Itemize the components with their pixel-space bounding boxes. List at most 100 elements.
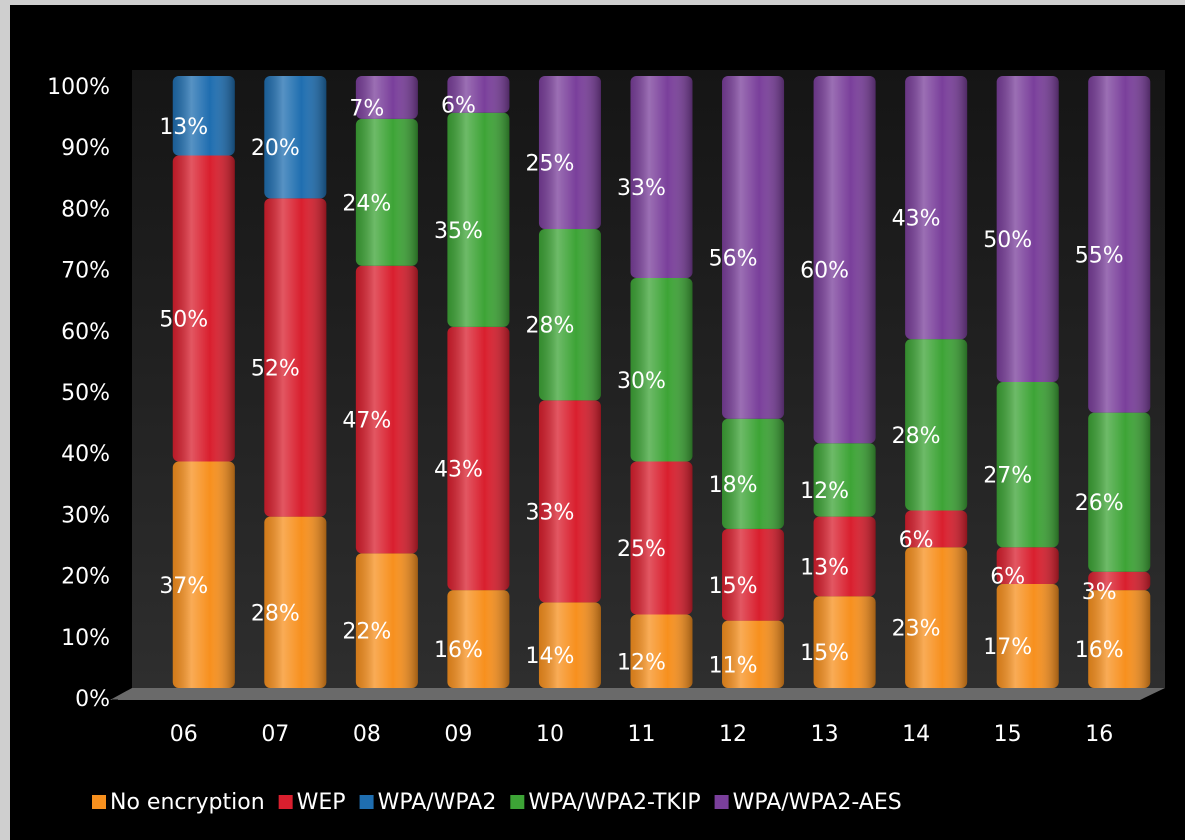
bar-shade	[905, 76, 968, 340]
bar-shade	[447, 590, 510, 688]
value-label: 14%	[526, 644, 575, 669]
value-label: 25%	[617, 537, 666, 562]
bar-shade	[1088, 412, 1151, 572]
bar-shade	[172, 76, 235, 156]
bar-shade	[447, 326, 510, 591]
value-label: 12%	[800, 479, 849, 504]
legend-marker	[278, 795, 293, 809]
bar-shade	[355, 265, 418, 554]
value-label: 15%	[709, 574, 758, 599]
bar-shade	[722, 528, 785, 621]
bar-shade	[996, 547, 1059, 584]
bar-shade	[538, 400, 601, 603]
value-label: 15%	[800, 641, 849, 666]
value-label: 47%	[342, 409, 391, 434]
value-label: 50%	[983, 228, 1032, 253]
x-tick-label: 12	[719, 722, 747, 747]
y-tick-label: 50%	[61, 381, 110, 406]
bar-shade	[355, 553, 418, 688]
y-tick-label: 30%	[61, 503, 110, 528]
bar-shade	[996, 583, 1059, 688]
bar-shade	[722, 418, 785, 529]
value-label: 50%	[159, 308, 208, 333]
value-label: 18%	[709, 473, 758, 498]
bar-shade	[1088, 571, 1151, 591]
bar-shade	[264, 76, 327, 199]
value-label: 6%	[990, 565, 1025, 590]
floor	[110, 688, 1165, 700]
x-tick-label: 09	[444, 722, 472, 747]
value-label: 16%	[434, 638, 483, 663]
bar-shade	[447, 76, 510, 113]
legend-marker	[92, 795, 106, 809]
y-tick-label: 80%	[61, 197, 110, 222]
bar-shade	[722, 620, 785, 688]
value-label: 43%	[434, 458, 483, 483]
value-label: 43%	[892, 207, 941, 232]
y-tick-label: 100%	[47, 75, 110, 100]
value-label: 24%	[342, 191, 391, 216]
y-tick-label: 90%	[61, 136, 110, 161]
legend-marker	[714, 795, 729, 809]
bar-shade	[447, 112, 510, 327]
bar-shade	[630, 461, 693, 615]
value-label: 26%	[1075, 491, 1124, 516]
bar-shade	[905, 510, 968, 548]
value-label: 28%	[251, 601, 300, 626]
value-label: 35%	[434, 219, 483, 244]
value-label: 52%	[251, 357, 300, 382]
value-label: 16%	[1075, 638, 1124, 663]
value-label: 33%	[617, 176, 666, 201]
value-label: 28%	[892, 424, 941, 449]
value-label: 7%	[349, 96, 384, 121]
x-tick-label: 15	[994, 722, 1022, 747]
bar-shade	[538, 602, 601, 688]
x-tick-label: 06	[170, 722, 198, 747]
y-tick-label: 0%	[75, 687, 110, 712]
bar-shade	[1088, 590, 1151, 688]
value-label: 6%	[899, 528, 934, 553]
bar-shade	[1088, 76, 1151, 413]
bar-shade	[172, 155, 235, 462]
bar-shade	[264, 198, 327, 517]
bar-shade	[264, 516, 327, 688]
x-tick-label: 11	[628, 722, 656, 747]
bar-shade	[538, 76, 601, 229]
x-tick-label: 10	[536, 722, 564, 747]
bar-shade	[905, 339, 968, 511]
bar-shade	[813, 443, 876, 517]
bar-shade	[630, 614, 693, 688]
value-label: 12%	[617, 650, 666, 675]
bar-shade	[172, 461, 235, 688]
value-label: 6%	[441, 93, 476, 118]
legend-marker	[359, 795, 374, 809]
bar-shade	[813, 596, 876, 688]
value-label: 13%	[800, 555, 849, 580]
value-label: 60%	[800, 259, 849, 284]
value-label: 20%	[251, 136, 300, 161]
legend-label: WPA/WPA2	[378, 790, 497, 815]
x-tick-label: 14	[902, 722, 930, 747]
legend-label: No encryption	[110, 790, 265, 815]
bar-shade	[996, 382, 1059, 548]
value-label: 33%	[526, 500, 575, 525]
bar-shade	[538, 229, 601, 401]
bar-shade	[813, 516, 876, 597]
legend-marker	[510, 795, 525, 809]
legend-label: WEP	[297, 790, 346, 815]
bar-shade	[355, 118, 418, 266]
value-label: 37%	[159, 574, 208, 599]
value-label: 25%	[526, 152, 575, 177]
y-tick-label: 40%	[61, 442, 110, 467]
value-label: 23%	[892, 617, 941, 642]
y-tick-label: 60%	[61, 320, 110, 345]
bar-shade	[722, 76, 785, 419]
bar-shade	[630, 277, 693, 462]
value-label: 13%	[159, 115, 208, 140]
value-label: 27%	[983, 464, 1032, 489]
bar-shade	[996, 76, 1059, 382]
bar-shade	[813, 76, 876, 444]
value-label: 22%	[342, 620, 391, 645]
value-label: 3%	[1082, 580, 1117, 605]
